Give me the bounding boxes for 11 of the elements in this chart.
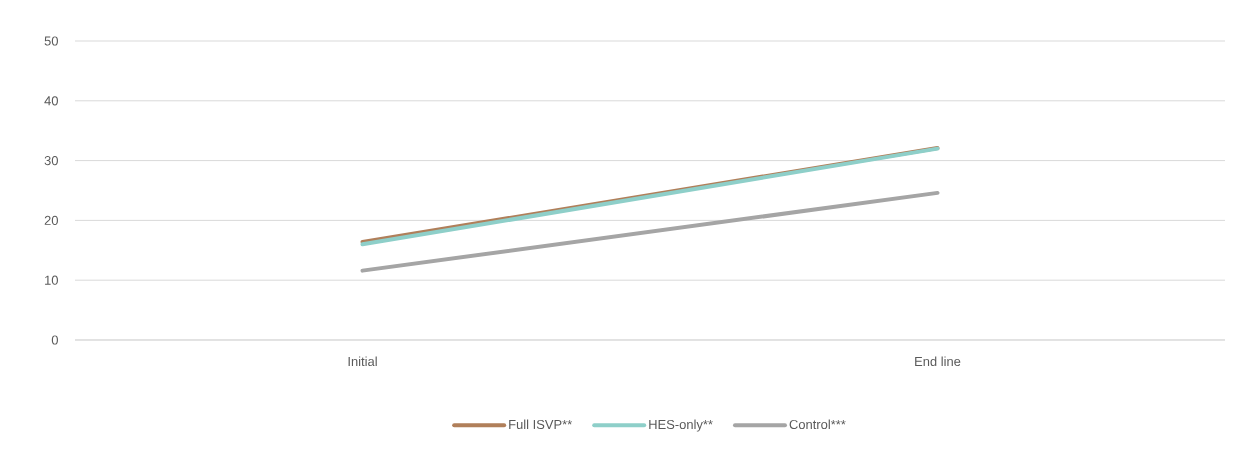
y-tick-label: 30: [44, 156, 58, 166]
legend-label: HES-only**: [649, 419, 713, 432]
legend-label: Control***: [789, 419, 846, 430]
y-tick-label: 10: [45, 275, 58, 285]
x-tick-label: Initial: [348, 356, 377, 367]
y-tick-label: 20: [44, 215, 58, 225]
x-tick-label: End line: [915, 356, 961, 367]
y-tick-label: 40: [44, 96, 58, 106]
y-tick-label: 50: [44, 36, 58, 46]
legend-label: Full ISVP**: [509, 419, 573, 430]
y-tick-label: 0: [51, 335, 58, 345]
